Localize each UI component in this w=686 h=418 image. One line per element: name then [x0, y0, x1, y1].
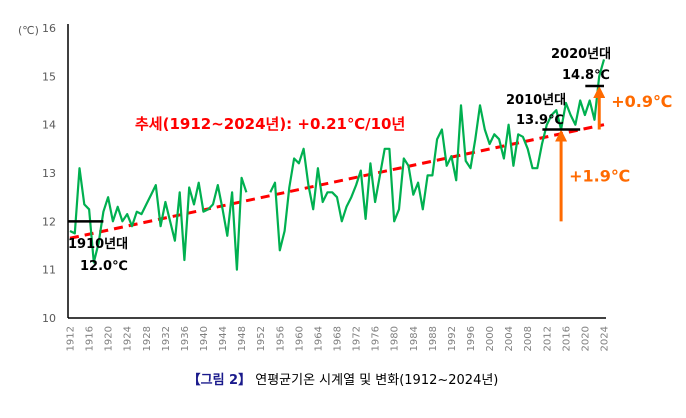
- x-tick-label: 1968: [333, 326, 344, 351]
- y-tick-label: 11: [42, 264, 56, 277]
- trend-label: 추세(1912~2024년): +0.21℃/10년: [135, 115, 405, 133]
- figure-number: 【그림 2】: [187, 373, 252, 388]
- x-tick-label: 1940: [199, 326, 210, 351]
- x-tick-label: 1976: [371, 326, 382, 351]
- series-group: [69, 59, 606, 271]
- x-tick-label: 1920: [104, 326, 115, 351]
- x-tick-label: 2004: [504, 326, 515, 351]
- figure-caption: 【그림 2】 연평균기온 시계열 및 변화(1912~2024년): [0, 369, 686, 388]
- trend-line-group: 추세(1912~2024년): +0.21℃/10년: [69, 115, 605, 240]
- decade-value-label: 13.9℃: [516, 113, 564, 128]
- figure-title: 연평균기온 시계열 및 변화(1912~2024년): [255, 373, 499, 388]
- decade-value-label: 14.8℃: [562, 68, 610, 83]
- y-axis-unit-label: (℃): [18, 24, 39, 37]
- y-tick-label: 15: [42, 70, 56, 83]
- x-tick-label: 2020: [580, 326, 591, 351]
- decade-label: 2010년대: [506, 93, 566, 108]
- y-tick-label: 12: [42, 215, 56, 228]
- y-tick-label: 10: [42, 312, 56, 325]
- x-tick-label: 2012: [542, 326, 553, 351]
- x-tick-label: 2024: [600, 326, 611, 351]
- x-tick-label: 1932: [161, 326, 172, 351]
- y-tick-label: 14: [42, 119, 56, 132]
- x-tick-label: 1948: [237, 326, 248, 351]
- x-tick-label: 1972: [352, 326, 363, 351]
- x-tick-label: 2000: [485, 326, 496, 351]
- decade-label: 1910년대: [68, 237, 128, 252]
- x-tick-label: 1924: [123, 326, 134, 351]
- x-tick-label: 1992: [447, 326, 458, 351]
- decade-label: 2020년대: [551, 47, 611, 62]
- x-tick-label: 1956: [275, 326, 286, 351]
- axes: 10 11 12 13 14 15 16 1912 1916 1920 1924 1928 1932 19…: [42, 22, 611, 351]
- temperature-series-line: [69, 59, 606, 271]
- x-tick-label: 1952: [256, 326, 267, 351]
- y-tick-label: 16: [42, 22, 56, 35]
- decade-value-label: 12.0℃: [80, 259, 128, 274]
- annotations: +1.9℃ +0.9℃ 1910년대 12.0℃ 2010년대 13.9℃ 2020년대 14…: [68, 47, 672, 274]
- x-tick-label: 1988: [428, 326, 439, 351]
- x-tick-label: 1964: [313, 326, 324, 351]
- x-tick-label: 1936: [180, 326, 191, 351]
- x-tick-label: 2016: [561, 326, 572, 351]
- x-tick-label: 1980: [390, 326, 401, 351]
- x-tick-label: 1996: [466, 326, 477, 351]
- x-tick-label: 2008: [523, 326, 534, 351]
- change-label: +1.9℃: [569, 166, 630, 185]
- x-tick-label: 1944: [218, 326, 229, 351]
- x-tick-label: 1916: [85, 326, 96, 351]
- x-tick-label: 1912: [66, 326, 77, 351]
- x-tick-label: 1960: [294, 326, 305, 351]
- y-tick-label: 13: [42, 167, 56, 180]
- x-tick-label: 1984: [409, 326, 420, 351]
- x-tick-label: 1928: [142, 326, 153, 351]
- change-label: +0.9℃: [611, 92, 672, 111]
